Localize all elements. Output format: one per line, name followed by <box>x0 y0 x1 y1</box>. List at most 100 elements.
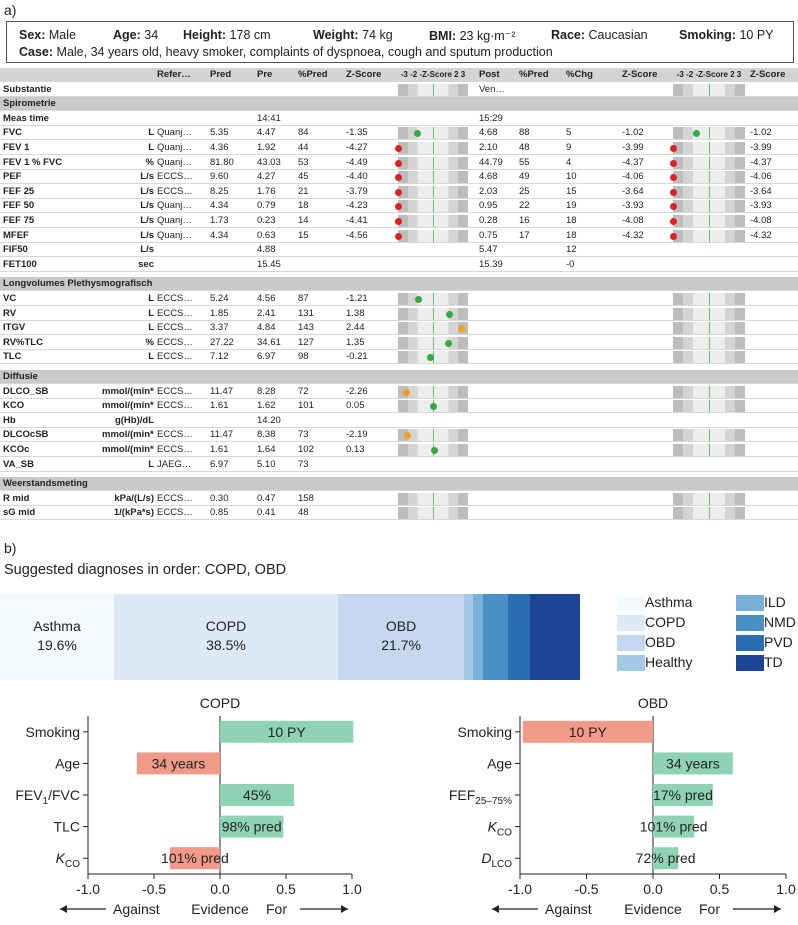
pre-value: 1.92 <box>257 142 276 153</box>
evidence-bar <box>220 784 294 806</box>
legend-label: ILD <box>764 594 786 610</box>
pct-change <box>566 492 616 506</box>
param-name: R mid <box>3 492 30 504</box>
pred-value: 1.61 <box>210 400 229 412</box>
pred-value: 5.35 <box>210 127 229 139</box>
post-pct-pred: 48 <box>519 142 530 153</box>
table-row: FEF 75 L/s Quanj… 1.73 0.23 14 -4.41 0.28 16 18 -4… <box>0 214 798 228</box>
param-unit: L <box>148 351 154 363</box>
pre-zscore-strip <box>395 185 468 198</box>
pct-pred: 73 <box>298 429 309 441</box>
param-name: DLCOcSB <box>3 429 49 441</box>
pre-zscore: -0.21 <box>346 351 368 363</box>
zscore-dot <box>403 432 411 440</box>
post-value <box>479 292 523 306</box>
table-row: DLCO_SB mmol/(min*kPa)ECCS… 11.47 8.28 72 -2.… <box>0 385 798 399</box>
post-zscore-2 <box>750 458 796 472</box>
param-unit: L/s <box>140 200 154 212</box>
reference: JAEG… <box>157 458 192 470</box>
pre-zscore: -4.23 <box>346 200 368 212</box>
param-name: FET100 <box>3 258 37 270</box>
category-label: FEF25–75% <box>449 787 512 807</box>
post-pct-pred <box>519 307 565 321</box>
post-value <box>479 321 523 335</box>
param-name: PEF <box>3 171 22 183</box>
pct-change: -0 <box>566 258 575 270</box>
param-name: MFEF <box>3 229 29 241</box>
evidence-bar <box>653 752 733 775</box>
post-zscore: -4.06 <box>622 171 644 183</box>
column-header: Z-Score <box>750 69 786 80</box>
evidence-bar <box>220 720 354 743</box>
x-tick-label: 0.5 <box>276 881 296 897</box>
evidence-bar <box>169 847 220 870</box>
post-value <box>479 506 523 520</box>
zscore-zero-line <box>709 171 710 184</box>
pre-zscore-strip <box>395 156 468 169</box>
post-zscore-strip <box>673 307 745 320</box>
post-zscore-strip <box>670 185 745 198</box>
table-row: R mid kPa/(L/s) ECCS… 0.30 0.47 158 <box>0 492 798 506</box>
patient-info-box: Sex: Male Age: 34 Height: 178 cm Weight:… <box>6 21 794 63</box>
zscore-zero-line <box>709 200 710 213</box>
smoking-field: Smoking: 10 PY <box>679 28 774 42</box>
post-value: 0.95 <box>479 200 498 212</box>
zscore-dot <box>403 388 411 396</box>
pre-value: 0.79 <box>257 200 276 212</box>
category-label: DLCO <box>481 850 512 870</box>
post-zscore <box>622 336 672 350</box>
post-zscore-2: -4.32 <box>750 229 772 241</box>
evidence-bar <box>653 784 713 806</box>
pre-value: 4.84 <box>257 322 276 334</box>
param-name: FVC <box>3 127 22 139</box>
table-row: FIF50 L/s 4.88 5.47 12 <box>0 243 798 258</box>
bar-label: 101% pred <box>640 819 708 835</box>
pct-pred: 14 <box>298 215 309 226</box>
pre-zscore <box>346 83 396 97</box>
pred-value: 1.73 <box>210 215 229 226</box>
table-row: FEF 25 L/s ECCS… 8.25 1.76 21 -3.79 2.03 25 15 -3.… <box>0 185 798 199</box>
pre-zscore-strip <box>398 492 468 505</box>
param-name: sG mid <box>3 507 36 519</box>
legend-label: OBD <box>645 634 676 650</box>
zscore-zero-line <box>433 127 434 140</box>
post-zscore-2: -3.93 <box>750 200 772 212</box>
post-zscore-strip <box>673 351 745 364</box>
post-pct-pred <box>519 428 565 442</box>
table-row: PEF L/s ECCS… 9.60 4.27 45 -4.40 4.68 49 10 -4.06 -… <box>0 170 798 185</box>
section-header: Weerstandsmeting <box>0 477 798 492</box>
pre-zscore <box>346 414 396 428</box>
param-name: DLCO_SB <box>3 385 49 397</box>
post-zscore-strip <box>673 492 745 505</box>
pred-value: 3.37 <box>210 322 229 334</box>
pre-value: 43.03 <box>257 156 281 168</box>
x-tick-label: -0.5 <box>142 881 166 897</box>
evidence-bar <box>653 847 679 870</box>
zscore-dot <box>670 188 677 196</box>
param-unit <box>102 83 154 97</box>
pred-value: 0.85 <box>210 507 229 519</box>
post-pct-pred <box>519 414 565 428</box>
post-value <box>479 492 523 506</box>
pct-change: 19 <box>566 200 577 212</box>
pre-zscore <box>346 506 396 520</box>
column-header: Pred <box>210 69 232 80</box>
pre-value: 2.41 <box>257 307 276 319</box>
post-value <box>479 385 523 399</box>
pct-change <box>566 83 616 97</box>
pre-value <box>257 83 297 97</box>
zscore-zero-line <box>709 429 710 442</box>
pre-value: 34.61 <box>257 336 281 348</box>
pred-value: 81.80 <box>210 156 234 168</box>
pct-pred: 44 <box>298 142 309 153</box>
param-name: KCOc <box>3 444 30 455</box>
post-zscore <box>622 292 672 306</box>
zscore-dot <box>445 310 453 318</box>
pct-change <box>566 292 616 306</box>
x-tick-label: 0.0 <box>210 881 230 897</box>
post-pct-pred <box>519 112 565 126</box>
param-unit: L <box>148 458 154 470</box>
chart-title: COPD <box>200 695 240 711</box>
param-name: KCO <box>3 400 25 412</box>
post-zscore <box>622 458 672 472</box>
